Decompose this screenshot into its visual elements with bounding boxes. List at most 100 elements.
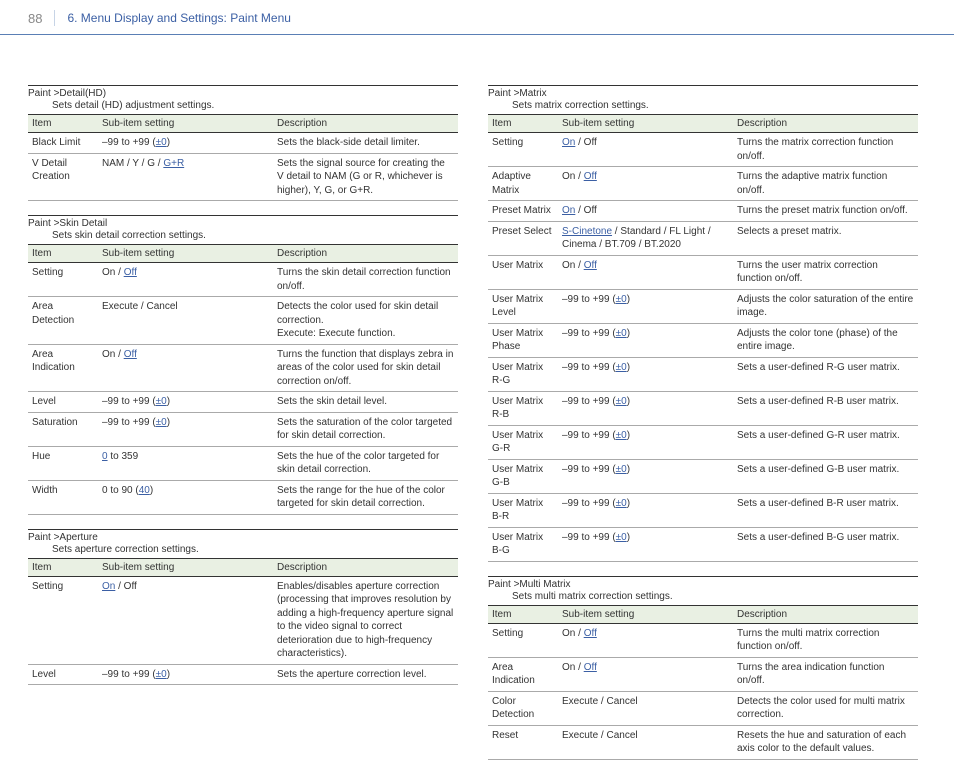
cell-desc: Enables/disables aperture correction (pr… [273,576,458,664]
cell-subitem: –99 to +99 (±0) [558,323,733,357]
cell-item: Setting [488,133,558,167]
col-desc: Description [273,115,458,133]
cell-subitem: –99 to +99 (±0) [98,664,273,685]
table-row: SettingOn / OffEnables/disables aperture… [28,576,458,664]
section-title: Paint >Matrix [488,85,918,100]
table-row: User Matrix R-B–99 to +99 (±0)Sets a use… [488,391,918,425]
cell-item: Reset [488,725,558,759]
breadcrumb: 6. Menu Display and Settings: Paint Menu [67,11,290,25]
table-row: User Matrix G-B–99 to +99 (±0)Sets a use… [488,459,918,493]
cell-desc: Sets the hue of the color targeted for s… [273,446,458,480]
cell-subitem: –99 to +99 (±0) [558,289,733,323]
cell-subitem: On / Off [98,263,273,297]
table-row: User Matrix Phase–99 to +99 (±0)Adjusts … [488,323,918,357]
col-subitem: Sub-item setting [558,606,733,624]
col-item: Item [488,115,558,133]
table-row: Preset MatrixOn / OffTurns the preset ma… [488,201,918,222]
table-row: User Matrix B-G–99 to +99 (±0)Sets a use… [488,527,918,561]
table-row: Level–99 to +99 (±0)Sets the skin detail… [28,392,458,413]
table-row: User Matrix Level–99 to +99 (±0)Adjusts … [488,289,918,323]
col-item: Item [28,115,98,133]
cell-desc: Sets a user-defined R-G user matrix. [733,357,918,391]
cell-item: Setting [28,263,98,297]
section-title: Paint >Skin Detail [28,215,458,230]
section-title: Paint >Aperture [28,529,458,544]
cell-desc: Turns the function that displays zebra i… [273,344,458,392]
cell-item: V Detail Creation [28,153,98,201]
table-row: User Matrix G-R–99 to +99 (±0)Sets a use… [488,425,918,459]
table-row: User Matrix R-G–99 to +99 (±0)Sets a use… [488,357,918,391]
cell-item: Width [28,480,98,514]
left-column: Paint >Detail(HD)Sets detail (HD) adjust… [28,85,458,760]
cell-item: User Matrix R-B [488,391,558,425]
cell-desc: Turns the matrix correction function on/… [733,133,918,167]
page-header: 88 6. Menu Display and Settings: Paint M… [0,0,954,35]
cell-desc: Sets the signal source for creating the … [273,153,458,201]
section-desc: Sets aperture correction settings. [28,544,458,559]
table-row: Saturation–99 to +99 (±0)Sets the satura… [28,412,458,446]
cell-subitem: –99 to +99 (±0) [558,425,733,459]
col-desc: Description [733,606,918,624]
cell-desc: Sets the skin detail level. [273,392,458,413]
cell-desc: Sets a user-defined B-G user matrix. [733,527,918,561]
cell-item: Level [28,664,98,685]
table-row: SettingOn / OffTurns the skin detail cor… [28,263,458,297]
table-row: ResetExecute / CancelResets the hue and … [488,725,918,759]
cell-subitem: S-Cinetone / Standard / FL Light / Cinem… [558,221,733,255]
cell-subitem: Execute / Cancel [98,297,273,345]
table-row: Black Limit–99 to +99 (±0)Sets the black… [28,133,458,154]
cell-desc: Sets the aperture correction level. [273,664,458,685]
cell-item: Color Detection [488,691,558,725]
cell-desc: Resets the hue and saturation of each ax… [733,725,918,759]
cell-desc: Turns the user matrix correction functio… [733,255,918,289]
cell-item: Setting [28,576,98,664]
cell-item: User Matrix G-R [488,425,558,459]
settings-table: ItemSub-item settingDescriptionSettingOn… [488,115,918,562]
cell-subitem: –99 to +99 (±0) [558,459,733,493]
section-title: Paint >Multi Matrix [488,576,918,591]
cell-desc: Turns the area indication function on/of… [733,657,918,691]
cell-desc: Selects a preset matrix. [733,221,918,255]
cell-desc: Turns the skin detail correction functio… [273,263,458,297]
cell-desc: Sets the range for the hue of the color … [273,480,458,514]
cell-subitem: On / Off [558,623,733,657]
col-item: Item [488,606,558,624]
table-row: Area IndicationOn / OffTurns the functio… [28,344,458,392]
cell-desc: Turns the preset matrix function on/off. [733,201,918,222]
col-subitem: Sub-item setting [98,245,273,263]
cell-item: Adaptive Matrix [488,167,558,201]
cell-subitem: Execute / Cancel [558,691,733,725]
cell-item: User Matrix R-G [488,357,558,391]
cell-subitem: On / Off [558,657,733,691]
cell-subitem: –99 to +99 (±0) [558,493,733,527]
section-desc: Sets matrix correction settings. [488,100,918,115]
cell-subitem: –99 to +99 (±0) [98,133,273,154]
cell-desc: Detects the color used for multi matrix … [733,691,918,725]
cell-subitem: 0 to 359 [98,446,273,480]
cell-subitem: On / Off [558,133,733,167]
table-row: Preset SelectS-Cinetone / Standard / FL … [488,221,918,255]
table-row: Adaptive MatrixOn / OffTurns the adaptiv… [488,167,918,201]
cell-item: Hue [28,446,98,480]
cell-subitem: –99 to +99 (±0) [98,392,273,413]
cell-item: User Matrix B-R [488,493,558,527]
cell-item: User Matrix Phase [488,323,558,357]
settings-table: ItemSub-item settingDescriptionSettingOn… [28,559,458,686]
cell-subitem: –99 to +99 (±0) [98,412,273,446]
table-row: Hue0 to 359Sets the hue of the color tar… [28,446,458,480]
cell-subitem: NAM / Y / G / G+R [98,153,273,201]
cell-subitem: 0 to 90 (40) [98,480,273,514]
cell-item: Setting [488,623,558,657]
cell-subitem: On / Off [558,167,733,201]
cell-subitem: On / Off [558,255,733,289]
cell-item: Area Indication [488,657,558,691]
cell-desc: Sets a user-defined B-R user matrix. [733,493,918,527]
cell-subitem: On / Off [558,201,733,222]
page-number: 88 [28,11,42,26]
cell-desc: Sets a user-defined R-B user matrix. [733,391,918,425]
cell-desc: Sets the saturation of the color targete… [273,412,458,446]
col-item: Item [28,245,98,263]
cell-item: Level [28,392,98,413]
cell-desc: Detects the color used for skin detail c… [273,297,458,345]
col-item: Item [28,559,98,577]
